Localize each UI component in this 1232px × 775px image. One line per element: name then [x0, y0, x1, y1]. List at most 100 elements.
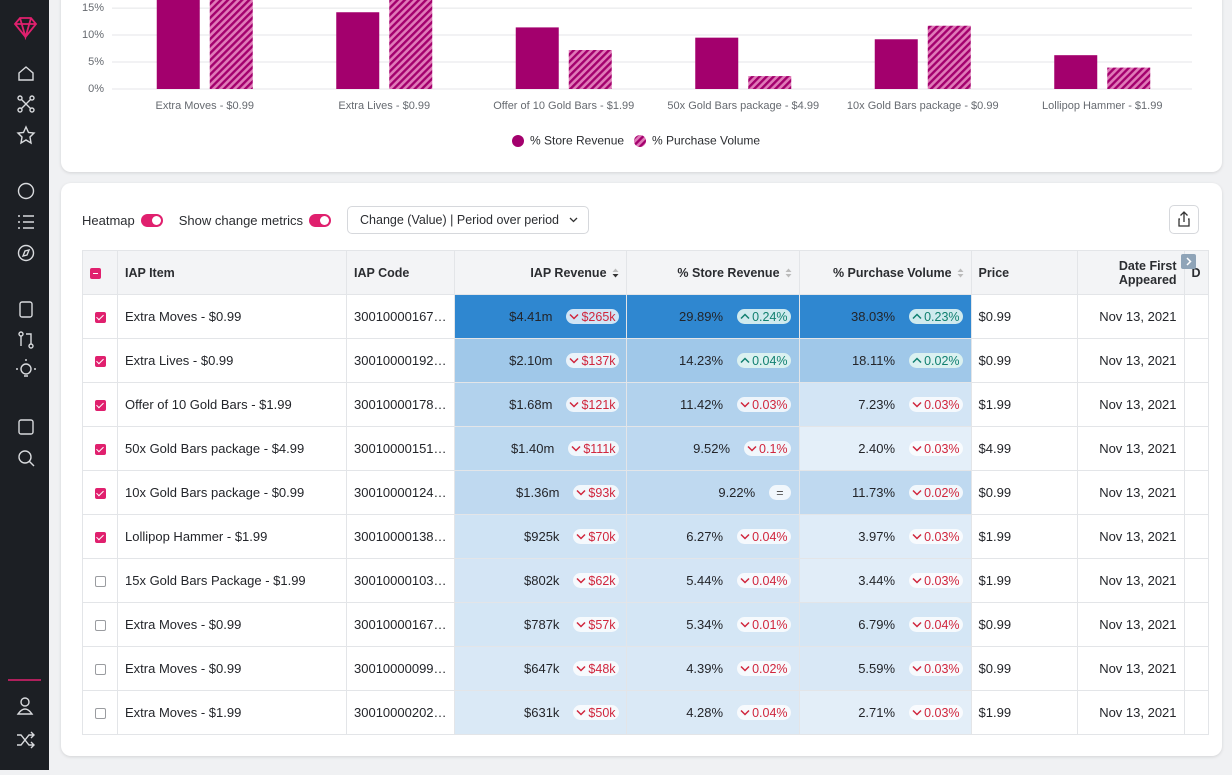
heatmap-toggle[interactable] — [140, 213, 163, 227]
home-icon[interactable] — [18, 66, 34, 81]
metric-value: $631k — [524, 705, 560, 720]
change-chevron — [576, 577, 586, 584]
metric-value: 4.28% — [686, 705, 724, 720]
item-cell: Extra Lives - $0.99 — [117, 338, 347, 383]
metric: $925k $70k — [462, 529, 619, 544]
search-icon[interactable] — [18, 450, 35, 467]
price-cell: $1.99 — [970, 558, 1078, 603]
change-badge: 0.04% — [737, 353, 791, 368]
logo[interactable] — [13, 17, 38, 41]
metric-cell: 2.40% 0.03% — [798, 426, 972, 471]
column-label: IAP Revenue — [530, 265, 607, 280]
x-tick-label: 50x Gold Bars package - $4.99 — [667, 100, 819, 112]
export-button[interactable] — [1169, 205, 1199, 234]
row-checkbox[interactable] — [94, 356, 106, 368]
price-cell: $0.99 — [970, 602, 1078, 647]
overflow-cell — [1183, 646, 1209, 691]
change-chevron — [740, 621, 750, 628]
overflow-cell — [1183, 294, 1209, 339]
list-icon[interactable] — [18, 215, 34, 229]
metric: 4.28% 0.04% — [634, 705, 792, 720]
graph-icon[interactable] — [17, 95, 35, 113]
item-cell: Extra Moves - $0.99 — [117, 646, 347, 691]
change-value: $111k — [583, 441, 616, 456]
select-all-cell — [82, 250, 118, 295]
code-cell: 30010000192… — [346, 338, 455, 383]
overflow-cell — [1183, 602, 1209, 647]
metric-cell: $802k $62k — [453, 558, 627, 603]
row-checkbox[interactable] — [94, 664, 106, 676]
price-cell: $0.99 — [970, 646, 1078, 691]
row-checkbox[interactable] — [94, 444, 106, 456]
bar — [389, 0, 433, 89]
row-checkbox[interactable] — [94, 312, 106, 324]
metric-cell: $925k $70k — [453, 514, 627, 559]
change-value: 0.03% — [752, 397, 788, 412]
change-chevron — [740, 709, 750, 716]
metric: 6.79% 0.04% — [807, 617, 964, 632]
metric: 6.27% 0.04% — [634, 529, 792, 544]
metric: 9.52% 0.1% — [634, 441, 792, 456]
user-icon[interactable] — [16, 697, 34, 715]
sort-icon[interactable] — [612, 268, 619, 278]
row-checkbox[interactable] — [94, 708, 106, 720]
brain-icon[interactable] — [17, 182, 35, 200]
overflow-cell — [1183, 338, 1209, 383]
row-checkbox[interactable] — [94, 488, 106, 500]
row-checkbox[interactable] — [94, 400, 106, 412]
item-cell: 10x Gold Bars package - $0.99 — [117, 470, 347, 515]
metric-cell: 14.23% 0.04% — [625, 338, 800, 383]
sort-icon[interactable] — [785, 268, 792, 278]
checkbox-cell — [82, 558, 118, 603]
metric-value: $647k — [524, 661, 560, 676]
change-value: 0.24% — [752, 309, 788, 324]
change-value: 0.04% — [752, 705, 788, 720]
period-dropdown[interactable]: Change (Value) | Period over period — [347, 206, 589, 234]
row-checkbox[interactable] — [94, 532, 106, 544]
sort-icon[interactable] — [957, 268, 964, 278]
star-icon[interactable] — [16, 125, 36, 145]
bulb-icon[interactable] — [16, 359, 36, 377]
bar — [156, 0, 200, 90]
shuffle-icon[interactable] — [17, 731, 35, 749]
legend-label: % Purchase Volume — [652, 134, 760, 148]
row-checkbox[interactable] — [94, 576, 106, 588]
price-cell: $1.99 — [970, 690, 1078, 735]
metric-value: $1.36m — [516, 485, 560, 500]
bar — [1054, 55, 1098, 89]
scroll-right-button[interactable] — [1181, 254, 1196, 269]
compass-icon[interactable] — [17, 244, 35, 262]
y-tick-label: 5% — [88, 56, 104, 68]
metric: $4.41m $265k — [462, 309, 619, 324]
clipboard-icon[interactable] — [19, 301, 33, 318]
change-metrics-toggle[interactable] — [309, 213, 332, 227]
item-cell: Lollipop Hammer - $1.99 — [117, 514, 347, 559]
checkbox-cell — [82, 602, 118, 647]
metric: 29.89% 0.24% — [634, 309, 792, 324]
swap-icon[interactable] — [18, 331, 34, 349]
x-tick-label: Extra Moves - $0.99 — [156, 100, 254, 112]
change-badge: $62k — [573, 573, 619, 588]
change-chevron — [740, 533, 750, 540]
metric: 5.44% 0.04% — [634, 573, 792, 588]
metric-value: 38.03% — [850, 309, 896, 324]
change-badge: 0.03% — [737, 397, 791, 412]
metric: $1.68m $121k — [462, 397, 619, 412]
item-cell: Offer of 10 Gold Bars - $1.99 — [117, 382, 347, 427]
change-value: 0.03% — [924, 441, 960, 456]
metric-cell: 38.03% 0.23% — [798, 294, 972, 339]
bar — [209, 0, 253, 89]
x-tick-label: Lollipop Hammer - $1.99 — [1042, 100, 1162, 112]
row-checkbox[interactable] — [94, 620, 106, 632]
select-all-checkbox[interactable] — [90, 267, 101, 279]
chart: 0% 5% 10% 15% Extra Moves - $0.99 Extra Lives… — [82, 0, 1192, 148]
bar — [336, 12, 380, 90]
change-value: 0.02% — [924, 485, 960, 500]
change-chevron — [571, 445, 581, 452]
change-value: 0.02% — [752, 661, 788, 676]
metric-value: 9.52% — [693, 441, 731, 456]
heatmap-label: Heatmap — [82, 212, 135, 228]
table-row: Extra Moves - $0.99 30010000099… $647k $48k… — [82, 646, 1209, 691]
image-icon[interactable] — [18, 419, 34, 435]
change-value: 0.03% — [924, 661, 960, 676]
